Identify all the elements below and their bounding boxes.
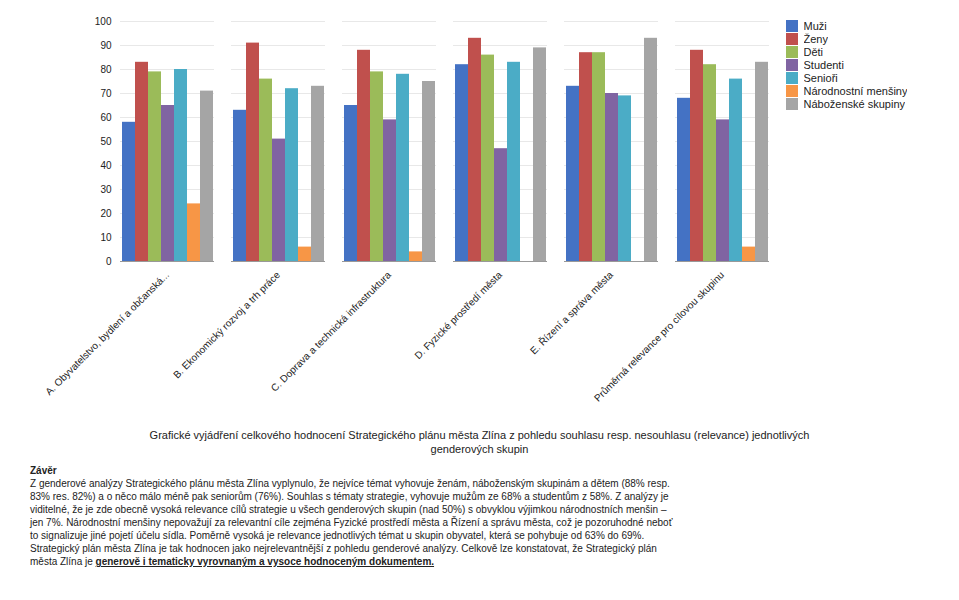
html-text:genderových skupin: genderových skupin	[430, 443, 529, 455]
svg-text:E. Řízení a správa města: E. Řízení a správa města	[527, 268, 615, 356]
svg-text:30: 30	[100, 184, 112, 195]
html-text:Studenti: Studenti	[803, 59, 844, 71]
svg-text:A. Obyvatelstvo, bydlení a obč: A. Obyvatelstvo, bydlení a občanská...	[43, 269, 171, 397]
html-text:Muži: Muži	[803, 20, 827, 32]
svg-text:40: 40	[100, 160, 112, 171]
html-text:jen 7%. Národnostní menšiny ne: jen 7%. Národnostní menšiny nepovažují z…	[30, 517, 673, 528]
svg-text:B. Ekonomický rozvoj a trh prá: B. Ekonomický rozvoj a trh práce	[171, 269, 282, 380]
html-text:83% res. 82%) a o něco málo mé: 83% res. 82%) a o něco málo méně pak sen…	[30, 491, 669, 502]
svg-text:80: 80	[100, 64, 112, 75]
svg-text:90: 90	[100, 40, 112, 51]
html-text:Grafické vyjádření celkového h: Grafické vyjádření celkového hodnocení S…	[149, 429, 810, 441]
html-text:Z genderové analýzy Strategick: Z genderové analýzy Strategického plánu …	[30, 478, 670, 489]
svg-text:100: 100	[95, 16, 112, 27]
html-text:Národnostní menšiny: Národnostní menšiny	[803, 85, 908, 97]
html-text:viditelné, že je zde obecně vy: viditelné, že je zde obecně vysoká relev…	[30, 504, 667, 515]
svg-text:50: 50	[100, 136, 112, 147]
svg-text:20: 20	[100, 208, 112, 219]
svg-text:10: 10	[100, 232, 112, 243]
svg-text:70: 70	[100, 88, 112, 99]
html-text:Strategický plán města Zlína j: Strategický plán města Zlína je tak hodn…	[30, 543, 657, 554]
html-text:města Zlína je generově i tema: města Zlína je generově i tematicky vyro…	[30, 556, 435, 567]
html-text:Senioři: Senioři	[803, 72, 838, 84]
svg-text:D. Fyzické prostředí města: D. Fyzické prostředí města	[412, 269, 504, 361]
svg-text:60: 60	[100, 112, 112, 123]
html-text:Ženy: Ženy	[803, 33, 828, 45]
svg-text:Průměrná relevance pro cílovou: Průměrná relevance pro cílovou skupinu	[592, 269, 726, 403]
html-text:Náboženské skupiny: Náboženské skupiny	[803, 98, 905, 110]
html-text:Děti: Děti	[803, 46, 824, 58]
svg-text:0: 0	[106, 256, 112, 267]
svg-text:C. Doprava a technická infrast: C. Doprava a technická infrastruktura	[269, 269, 394, 394]
html-text:to signalizuje jiné pojetí úče: to signalizuje jiné pojetí účelu sídla. …	[30, 530, 645, 541]
html-text:Závěr: Závěr	[30, 465, 57, 476]
